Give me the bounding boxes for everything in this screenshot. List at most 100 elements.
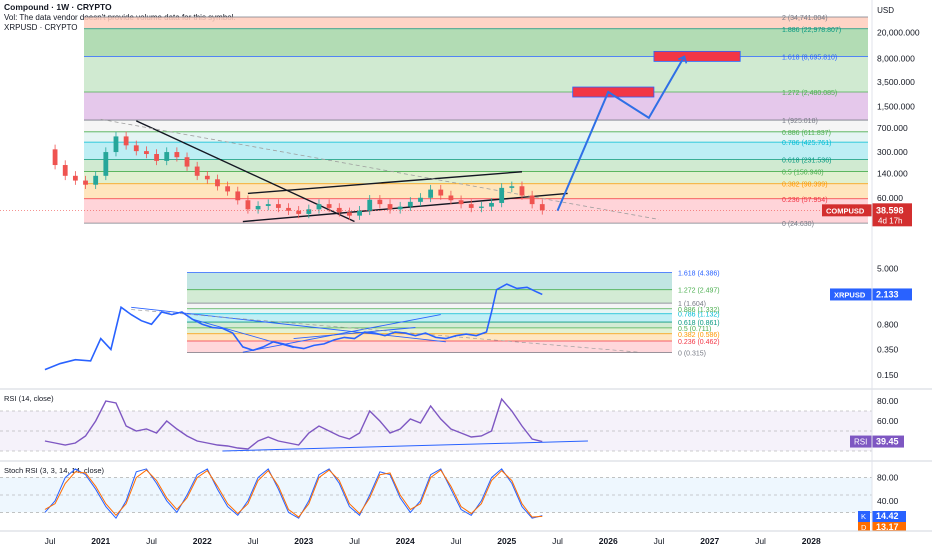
time-axis-bg <box>0 531 932 550</box>
candle-body <box>397 206 403 210</box>
fib-band <box>84 198 868 224</box>
rsi-value-badge <box>872 435 904 448</box>
time-tick: Jul <box>349 536 360 546</box>
fib-level-label: 2 (34,741.004) <box>782 15 828 22</box>
fib-level-label: 0.382 (98.399) <box>782 182 828 189</box>
fib-level-label: 0.618 (0.861) <box>678 320 720 327</box>
fib-band <box>187 340 672 353</box>
stoch-d-badge <box>858 522 870 532</box>
trend-line <box>247 171 523 195</box>
candle-body <box>448 195 454 201</box>
candle-body <box>367 199 373 211</box>
candle-body <box>123 136 129 146</box>
candle-body <box>113 136 119 153</box>
candle-body <box>357 210 362 216</box>
price-tick: 0.150 <box>877 370 899 380</box>
fib-level-label: 0.786 (1.132) <box>678 312 720 319</box>
candle-body <box>306 209 312 214</box>
fib-band <box>84 159 868 172</box>
projection-path <box>556 55 686 212</box>
candle-body <box>428 189 434 198</box>
dashed-trend-line <box>100 118 660 220</box>
fib-band <box>84 131 868 143</box>
fib-level-label: 0.5 (150.940) <box>782 170 824 177</box>
stoch-k-line <box>44 468 543 520</box>
fib-band <box>187 289 672 304</box>
projection-arrowhead <box>678 55 688 64</box>
candle-body <box>489 202 494 207</box>
fib-band <box>84 92 868 121</box>
time-tick: 2026 <box>599 536 618 546</box>
fib-band <box>187 272 672 290</box>
symbol-badge <box>830 288 872 301</box>
fib-level-label: 0.886 (611.837) <box>782 130 831 137</box>
fib-band <box>84 171 868 184</box>
price-tick: 5.000 <box>877 264 899 274</box>
time-tick: Jul <box>45 536 56 546</box>
fib-band <box>187 327 672 334</box>
candle-body <box>519 186 525 196</box>
candle-body <box>438 189 444 196</box>
price-tick: 0.350 <box>877 344 899 354</box>
time-tick: Jul <box>146 536 157 546</box>
fib-level-label: 1.618 (4.386) <box>678 271 720 278</box>
time-tick: 2028 <box>802 536 821 546</box>
stoch-k-value: 14.42 <box>876 511 899 521</box>
time-tick: Jul <box>552 536 563 546</box>
overlay-symbol-label[interactable]: XRPUSD · CRYPTO <box>4 23 78 32</box>
time-tick: Jul <box>755 536 766 546</box>
last-price-value: 2.133 <box>876 289 899 299</box>
fib-band <box>84 56 868 93</box>
price-tick: 300.000 <box>877 147 908 157</box>
rsi-line <box>44 397 543 450</box>
candle-body <box>296 210 302 214</box>
time-tick: 2022 <box>193 536 212 546</box>
candle-body <box>478 206 484 208</box>
stoch-d-value-badge <box>872 522 906 532</box>
candle-body <box>154 154 159 161</box>
last-price-badge <box>872 288 912 301</box>
candle-body <box>347 212 352 216</box>
price-tick: 700.000 <box>877 123 908 133</box>
fib-level-label: 1.618 (8,695.810) <box>782 54 837 61</box>
candle-body <box>275 204 281 208</box>
fib-level-label: 0.786 (425.761) <box>782 140 831 147</box>
candle-body <box>72 175 78 181</box>
fib-band <box>84 183 868 199</box>
currency-label[interactable]: USD <box>877 6 894 15</box>
price-tick: 60.000 <box>877 193 903 203</box>
fib-level-label: 1 (1.604) <box>678 301 706 308</box>
rsi-tick: 60.00 <box>877 416 899 426</box>
target-box <box>653 50 741 62</box>
candle-body <box>407 201 413 207</box>
time-tick: 2021 <box>91 536 110 546</box>
candle-body <box>194 166 200 176</box>
fib-level-label: 0.886 (1.332) <box>678 307 720 314</box>
target-box <box>572 86 655 98</box>
candle-body <box>255 205 261 210</box>
candle-body <box>133 145 139 152</box>
fib-band <box>84 28 868 57</box>
price-tick: 3,500.000 <box>877 77 915 87</box>
price-tick: 0.800 <box>877 319 899 329</box>
candle-body <box>164 152 170 161</box>
candle-body <box>215 179 220 187</box>
fib-band <box>187 322 672 328</box>
candle-body <box>174 152 180 158</box>
price-tick: 140.000 <box>877 169 908 179</box>
fib-band <box>187 333 672 341</box>
fib-band <box>84 120 868 132</box>
stoch-k-value-badge <box>872 511 906 522</box>
candle-body <box>458 200 464 205</box>
rsi-title: RSI (14, close) <box>4 394 54 403</box>
candle-body <box>62 165 68 176</box>
rsi-badge <box>850 435 872 448</box>
fib-level-label: 1 (925.018) <box>782 118 818 125</box>
fib-level-label: 0 (24.630) <box>782 221 814 228</box>
candle-body <box>225 186 231 192</box>
stoch-d-value: 13.17 <box>876 522 899 532</box>
stoch-tick: 80.00 <box>877 473 899 483</box>
fib-level-label: 0.236 (57.954) <box>782 197 828 204</box>
candle-body <box>529 195 535 205</box>
